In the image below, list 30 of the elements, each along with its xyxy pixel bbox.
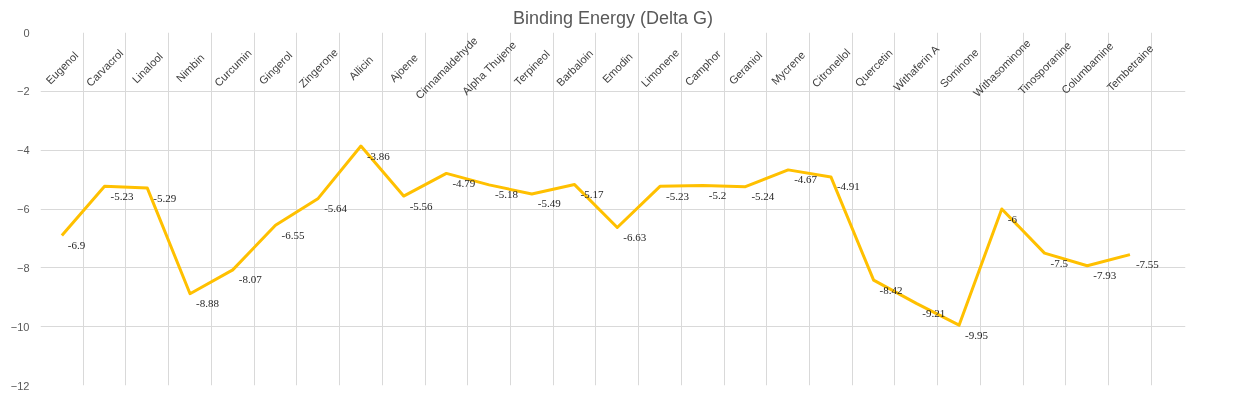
data-label: -5.56 — [409, 199, 434, 212]
data-label: -7.93 — [1093, 269, 1117, 282]
y-tick-label: 0 — [23, 26, 30, 39]
y-tick-label: −6 — [16, 203, 30, 215]
data-label: -6.63 — [623, 231, 647, 244]
data-label: -7.55 — [1135, 258, 1160, 271]
y-tick-label: −12 — [10, 379, 30, 392]
data-label: -5.23 — [110, 189, 134, 202]
data-label: -5.24 — [751, 190, 775, 203]
y-tick-label: −2 — [16, 85, 30, 98]
data-label: -6.55 — [281, 228, 305, 241]
y-tick-label: −4 — [16, 144, 30, 157]
data-label: -4.91 — [836, 180, 860, 193]
data-label: -5.29 — [153, 191, 177, 204]
data-label: -5.23 — [666, 189, 690, 202]
data-label: -7.5 — [1050, 256, 1069, 269]
data-label: -8.88 — [196, 297, 220, 310]
data-label: -4.79 — [452, 176, 476, 189]
y-tick-label: −8 — [16, 261, 30, 274]
data-label: -5.49 — [537, 197, 562, 210]
data-label: -4.67 — [794, 173, 818, 186]
y-tick-label: −10 — [10, 320, 30, 333]
data-label: -5.64 — [324, 201, 348, 214]
data-label: -8.07 — [238, 273, 263, 286]
data-label: -5.2 — [708, 188, 727, 201]
line-series — [60, 144, 1132, 327]
data-label: -9.95 — [965, 328, 989, 341]
data-label: -5.18 — [495, 188, 519, 201]
chart-title: Binding Energy (Delta G) — [512, 7, 714, 28]
data-label: -6.9 — [67, 238, 86, 251]
